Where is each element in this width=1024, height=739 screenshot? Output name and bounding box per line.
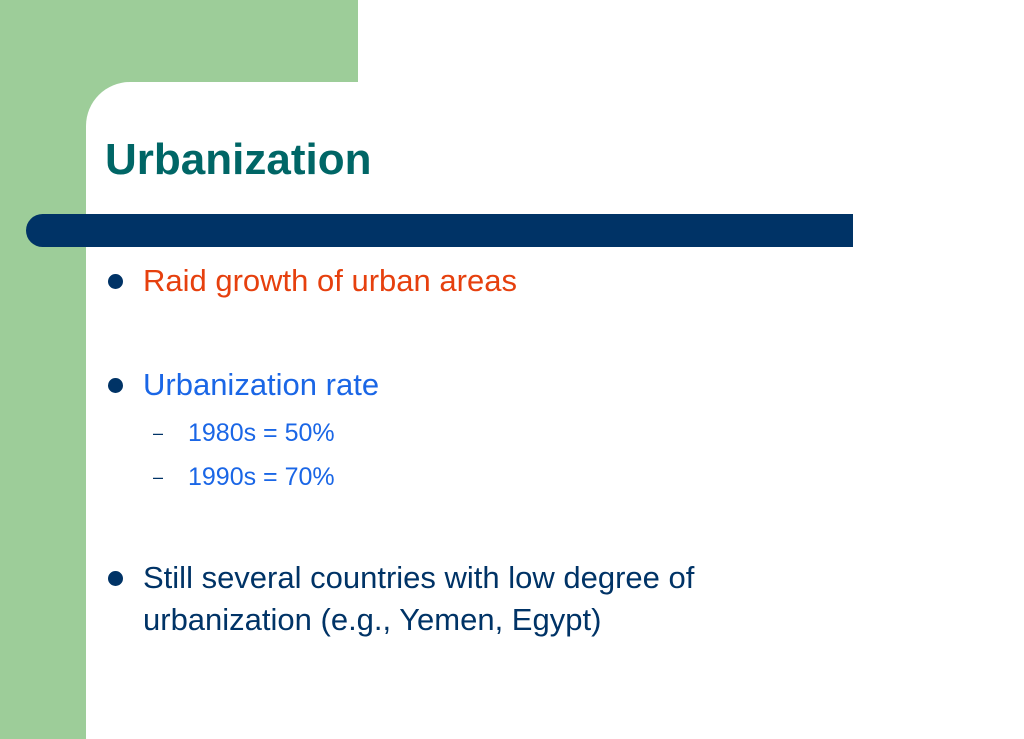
sub-bullet-text: 1980s = 50% [188, 419, 335, 447]
sub-bullet-text: 1990s = 70% [188, 463, 335, 491]
content-panel [86, 82, 1024, 739]
bullet-text: Urbanization rate [143, 367, 380, 402]
bullet-dot-icon [108, 571, 123, 586]
bullet-text: Raid growth of urban areas [143, 263, 517, 298]
bullet-dot-icon [108, 274, 123, 289]
dash-icon: – [153, 423, 164, 443]
white-top-area [358, 0, 1024, 82]
slide-title: Urbanization [105, 135, 372, 184]
dash-icon: – [153, 467, 164, 487]
bullet-text: Still several countries with low degree … [143, 560, 695, 637]
bullet-dot-icon [108, 378, 123, 393]
title-underline-bar [26, 214, 853, 247]
